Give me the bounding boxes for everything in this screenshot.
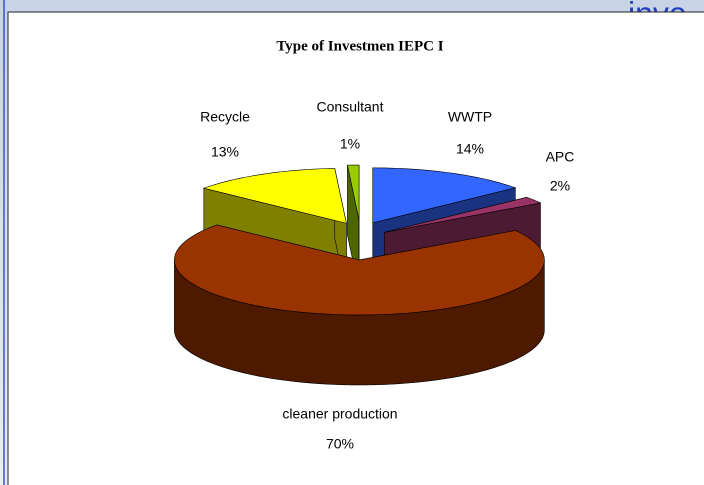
slice-label: WWTP	[448, 109, 492, 125]
slice-label: Recycle	[200, 109, 250, 125]
slice-label: Consultant	[317, 99, 384, 115]
pie-slice	[174, 224, 545, 386]
pie-slice	[347, 164, 360, 291]
slice-label: APC	[546, 149, 575, 165]
slice-top	[174, 224, 545, 316]
slice-top	[372, 167, 517, 224]
slice-top	[347, 164, 360, 221]
slice-label: cleaner production	[282, 406, 397, 422]
chart-title: Type of Investmen IEPC I	[276, 38, 443, 54]
slice-value-label: 1%	[340, 136, 360, 152]
slice-top	[384, 196, 542, 233]
slice-value-label: 14%	[456, 141, 484, 157]
slice-value-label: 70%	[326, 436, 354, 452]
slice-value-label: 13%	[211, 144, 239, 160]
slice-value-label: 2%	[550, 178, 570, 194]
slice-top	[202, 168, 347, 224]
